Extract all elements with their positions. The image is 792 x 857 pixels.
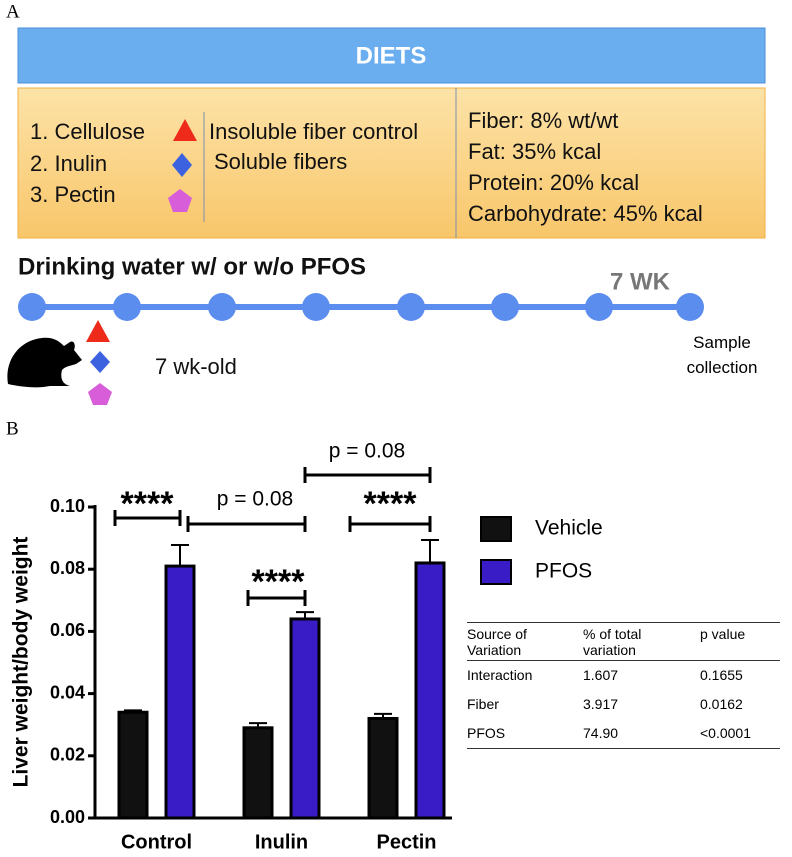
- bar: [242, 726, 274, 820]
- composition: Carbohydrate: 45% kcal: [468, 201, 703, 226]
- triangle-icon: [173, 119, 197, 141]
- mouse-icon: [7, 337, 83, 388]
- timeline-dot: [302, 293, 330, 321]
- table-cell: 74.90: [583, 719, 700, 749]
- legend-swatch: [480, 559, 512, 585]
- table-row: PFOS 74.90 <0.0001: [467, 719, 780, 749]
- error-bar: [421, 538, 439, 563]
- bar: [414, 561, 446, 820]
- table-cell: Fiber: [467, 696, 499, 712]
- legend-swatch: [480, 516, 512, 542]
- table-cell: <0.0001: [700, 719, 780, 749]
- composition: Fiber: 8% wt/wt: [468, 108, 618, 133]
- y-tick-label: 0.04: [50, 682, 85, 702]
- start-age: 7 wk-old: [155, 354, 237, 379]
- pentagon-icon: [88, 383, 112, 405]
- duration: 7 WK: [610, 268, 671, 295]
- timeline-dot: [113, 293, 141, 321]
- error-bar: [296, 611, 314, 619]
- composition: Protein: 20% kcal: [468, 170, 639, 195]
- significance-label: p = 0.08: [217, 488, 293, 511]
- anova-table: Source of Variation % of total variation…: [467, 622, 780, 749]
- timeline-dot: [585, 293, 613, 321]
- diet: 3. Pectin: [30, 182, 116, 207]
- timeline: [18, 293, 704, 321]
- diet: 2. Inulin: [30, 151, 107, 176]
- x-tick-label: Inulin: [255, 831, 308, 853]
- header-text: Source of Variation: [467, 626, 527, 658]
- y-tick-label: 0.00: [50, 807, 85, 827]
- error-bar: [374, 712, 392, 719]
- legend-label: Vehicle: [535, 517, 603, 540]
- pentagon-icon: [168, 189, 192, 212]
- timeline-dot: [208, 293, 236, 321]
- diet-box: [17, 87, 766, 239]
- y-tick-label: 0.10: [50, 496, 85, 516]
- error-bar: [124, 709, 142, 713]
- significance-label: p = 0.08: [329, 440, 405, 463]
- triangle-icon: [86, 320, 110, 342]
- header-cell: p value: [700, 622, 780, 661]
- header-text: p value: [700, 626, 746, 642]
- endpoint: Sample collection: [686, 333, 758, 377]
- y-tick-label: 0.02: [50, 745, 85, 765]
- timeline-dot: [676, 293, 704, 321]
- table-header: Source of Variation % of total variation…: [467, 622, 780, 661]
- fiber-type: Soluble fibers: [214, 149, 347, 174]
- table-cell: 1.607: [583, 667, 619, 683]
- bar: [117, 710, 149, 820]
- timeline-dot: [491, 293, 519, 321]
- table-row: Interaction 1.607 0.1655: [467, 661, 780, 691]
- y-tick-label: 0.08: [50, 558, 85, 578]
- banner-text: DIETS: [356, 42, 427, 69]
- legend-label: PFOS: [535, 560, 592, 583]
- diamond-icon: [90, 351, 110, 373]
- x-tick-label: Control: [121, 831, 192, 853]
- bar: [367, 716, 399, 820]
- panel-label: B: [6, 418, 19, 439]
- bar: [164, 564, 196, 820]
- diamond-icon: [172, 153, 192, 177]
- banner: [17, 27, 766, 84]
- y-tick-label: 0.06: [50, 620, 85, 640]
- treatment: Drinking water w/ or w/o PFOS: [18, 253, 366, 280]
- timeline-dot: [18, 293, 46, 321]
- table-row: Fiber 3.917 0.0162: [467, 690, 780, 719]
- header-text: % of total variation: [583, 626, 642, 658]
- panel-label: A: [6, 1, 20, 22]
- fiber-type: Insoluble fiber control: [209, 119, 418, 144]
- table-cell: 0.1655: [700, 667, 743, 683]
- timeline-dot: [397, 293, 425, 321]
- diet: 1. Cellulose: [30, 119, 145, 144]
- significance-label: ****: [364, 485, 418, 523]
- table-cell: Interaction: [467, 667, 533, 683]
- significance-label: ****: [121, 485, 175, 523]
- composition: Fat: 35% kcal: [468, 139, 601, 164]
- bar: [289, 617, 321, 820]
- significance-label: ****: [252, 563, 306, 601]
- header-cell: Source of Variation: [467, 622, 583, 661]
- header-cell: % of total variation: [583, 622, 700, 661]
- table-cell: 0.0162: [700, 696, 743, 712]
- y-axis-label: Liver weight/body weight: [10, 537, 33, 788]
- error-bar: [249, 722, 267, 728]
- table-cell: PFOS: [467, 719, 583, 749]
- x-tick-label: Pectin: [376, 831, 436, 853]
- error-bar: [171, 543, 189, 567]
- table-cell: 3.917: [583, 696, 619, 712]
